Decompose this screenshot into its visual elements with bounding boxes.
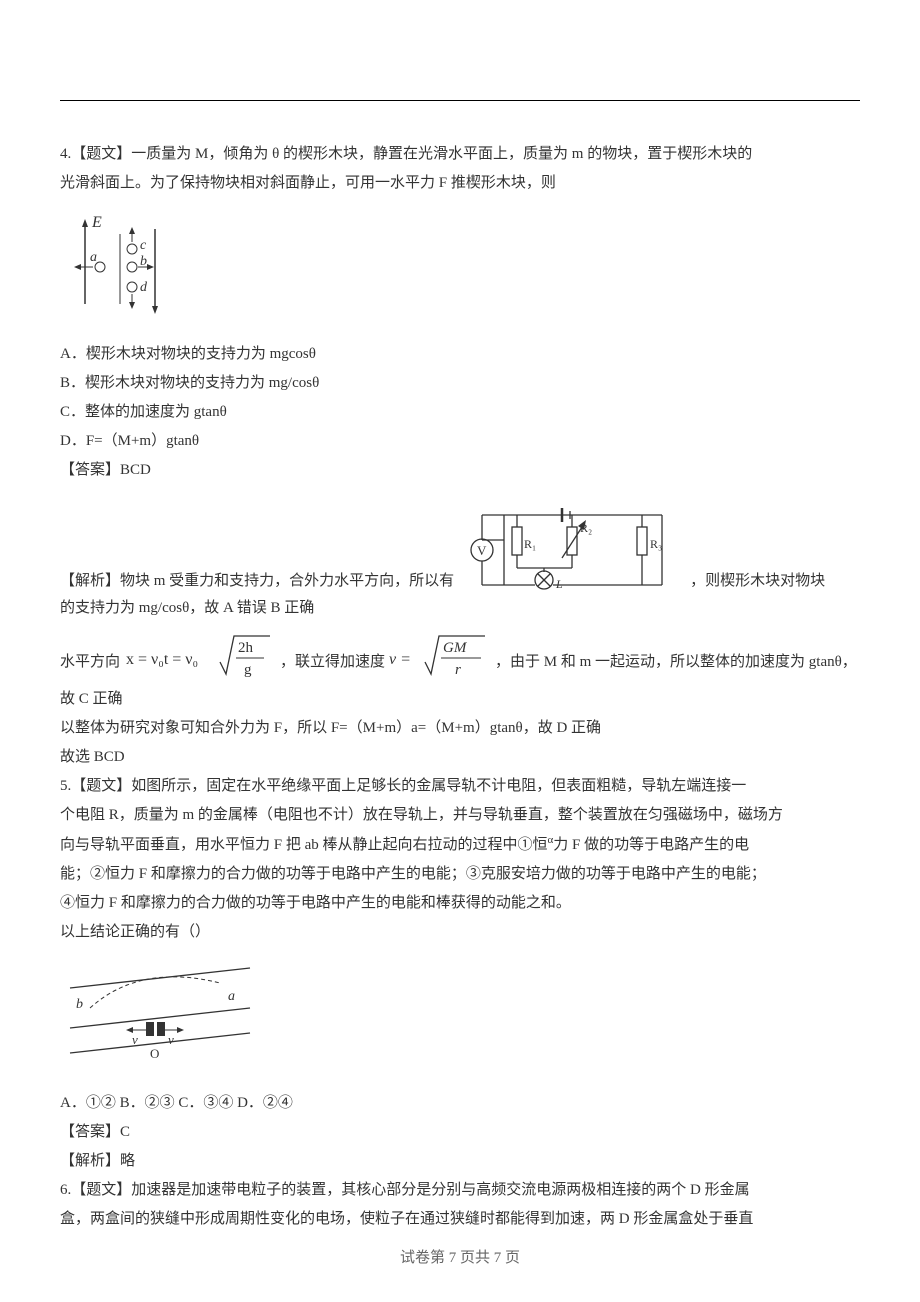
q4-exp3c: ，由于 M 和 m 一起运动，所以整体的加速度为 gtanθ， <box>495 649 857 682</box>
q5-exp: 【解析】略 <box>60 1148 860 1175</box>
formula-v-svg: ν = GM r <box>385 626 495 682</box>
q5-stem1: 5.【题文】如图所示，固定在水平绝缘平面上足够长的金属导轨不计电阻，但表面粗糙，… <box>60 773 860 800</box>
q4-explanation-row1: 【解析】物块 m 受重力和支持力，合外力水平方向，所以有 V R₁ R₂ R₃ <box>60 500 860 595</box>
label-b: b <box>140 254 147 269</box>
q4-formula-row: 水平方向 x = ν₀t = ν₀ 2h g ，联立得加速度 ν = GM r … <box>60 626 860 682</box>
page-footer: 试卷第 7 页共 7 页 <box>0 1245 920 1272</box>
q4-stem-line1: 4.【题文】一质量为 M，倾角为 θ 的楔形木块，静置在光滑水平面上，质量为 m… <box>60 141 860 168</box>
q5-stem6: 以上结论正确的有（） <box>60 919 860 946</box>
q4-option-c: C．整体的加速度为 gtanθ <box>60 399 860 426</box>
q4-stem-line2: 光滑斜面上。为了保持物块相对斜面静止，可用一水平力 F 推楔形木块，则 <box>60 170 860 197</box>
q4-exp4: 故 C 正确 <box>60 686 860 713</box>
label-R1: R₁ <box>524 537 536 551</box>
q5-figure: a b v v O <box>60 958 860 1078</box>
label-a: a <box>90 250 97 265</box>
formula-v-eq: ν = <box>389 651 411 668</box>
q4-exp3a: 水平方向 <box>60 649 120 682</box>
formula-GM: GM <box>443 640 468 656</box>
label-L: L <box>555 577 563 591</box>
q5-label-b: b <box>76 997 83 1012</box>
q5-stem2: 个电阻 R，质量为 m 的金属棒（电阻也不计）放在导轨上，并与导轨垂直，整个装置… <box>60 802 860 829</box>
header-rule <box>60 100 860 101</box>
q5-stem5: ④恒力 F 和摩擦力的合力做的功等于电路中产生的电能和棒获得的动能之和。 <box>60 890 860 917</box>
q6-stem1: 6.【题文】加速器是加速带电粒子的装置，其核心部分是分别与高频交流电源两极相连接… <box>60 1177 860 1204</box>
q4-exp3b: ，联立得加速度 <box>280 649 385 682</box>
q5-options: A．①② B．②③ C．③④ D．②④ <box>60 1090 860 1117</box>
formula-2h: 2h <box>238 640 254 656</box>
formula-r: r <box>455 662 461 678</box>
q5-label-v1: v <box>132 1032 138 1047</box>
q4-option-d: D．F=（M+m）gtanθ <box>60 428 860 455</box>
q4-option-b: B．楔形木块对物块的支持力为 mg/cosθ <box>60 370 860 397</box>
q5-stem4: 能；②恒力 F 和摩擦力的合力做的功等于电路中产生的电能；③克服安培力做的功等于… <box>60 861 860 888</box>
formula-x-eq: x = ν₀t = ν₀ <box>126 651 198 668</box>
q4-exp2: 的支持力为 mg/cosθ，故 A 错误 B 正确 <box>60 595 860 622</box>
label-c: c <box>140 238 147 253</box>
q5-diagram-svg: a b v v O <box>60 958 260 1068</box>
q5-stem3: 向与导轨平面垂直，用水平恒力 F 把 ab 棒从静止起向右拉动的过程中①恒α力 … <box>60 831 860 859</box>
q4-option-a: A．楔形木块对物块的支持力为 mgcosθ <box>60 341 860 368</box>
q4-exp1a: 【解析】物块 m 受重力和支持力，合外力水平方向，所以有 <box>60 568 454 595</box>
q5-stem3a: 向与导轨平面垂直，用水平恒力 F 把 ab 棒从静止起向右拉动的过程中①恒 <box>60 837 548 853</box>
label-d: d <box>140 280 148 295</box>
label-E: E <box>91 214 102 231</box>
formula-x-svg: x = ν₀t = ν₀ 2h g <box>120 626 280 682</box>
q4-exp6: 故选 BCD <box>60 744 860 771</box>
q4-diagram-svg: E a c b d <box>60 209 190 319</box>
circuit-diagram-svg: V R₁ R₂ R₃ L <box>462 500 682 595</box>
label-R2: R₂ <box>580 521 592 535</box>
q4-answer: 【答案】BCD <box>60 457 860 484</box>
q5-answer: 【答案】C <box>60 1119 860 1146</box>
label-R3: R₃ <box>650 537 662 551</box>
q4-figure: E a c b d <box>60 209 860 329</box>
q5-label-v2: v <box>168 1032 174 1047</box>
q5-label-a: a <box>228 989 235 1004</box>
q6-stem2: 盒，两盒间的狭缝中形成周期性变化的电场，使粒子在通过狭缝时都能得到加速，两 D … <box>60 1206 860 1233</box>
q5-stem3b: 力 F 做的功等于电路产生的电 <box>553 837 749 853</box>
q5-label-O: O <box>150 1046 159 1061</box>
label-V: V <box>477 543 487 558</box>
formula-g: g <box>244 662 252 678</box>
q4-exp1b: ，则楔形木块对物块 <box>690 568 825 595</box>
q4-exp5: 以整体为研究对象可知合外力为 F，所以 F=（M+m）a=（M+m）gtanθ，… <box>60 715 860 742</box>
